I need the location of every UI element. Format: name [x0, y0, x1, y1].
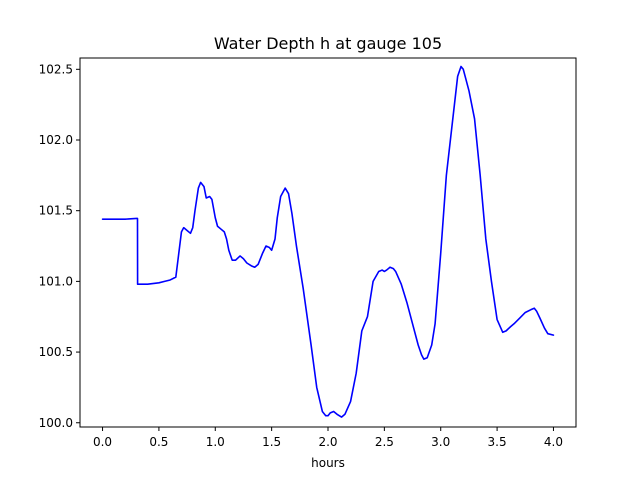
- series-layer: [101, 65, 555, 418]
- y-tick-label: 101.5: [39, 204, 73, 218]
- y-tick-label: 102.0: [39, 133, 73, 147]
- y-tick-label: 100.0: [39, 416, 73, 430]
- x-tick-label: 3.0: [431, 435, 450, 449]
- series-line-0: [101, 65, 555, 418]
- y-axis-ticks: 100.0 100.5 101.0 101.5 102.0 102.5: [39, 62, 80, 430]
- y-tick-label: 100.5: [39, 345, 73, 359]
- x-axis-ticks: 0.0 0.5 1.0 1.5 2.0 2.5 3.0 3.5 4.0: [93, 427, 563, 449]
- plot-frame: [79, 57, 577, 428]
- y-tick-label: 101.0: [39, 274, 73, 288]
- x-tick-label: 1.0: [206, 435, 225, 449]
- x-tick-label: 2.0: [318, 435, 337, 449]
- x-tick-label: 2.5: [375, 435, 394, 449]
- x-tick-label: 1.5: [262, 435, 281, 449]
- x-tick-label: 0.5: [149, 435, 168, 449]
- x-tick-label: 4.0: [544, 435, 563, 449]
- chart-title: Water Depth h at gauge 105: [214, 34, 442, 53]
- x-axis-label: hours: [311, 456, 345, 470]
- y-tick-label: 102.5: [39, 62, 73, 76]
- x-tick-label: 0.0: [93, 435, 112, 449]
- x-tick-label: 3.5: [488, 435, 507, 449]
